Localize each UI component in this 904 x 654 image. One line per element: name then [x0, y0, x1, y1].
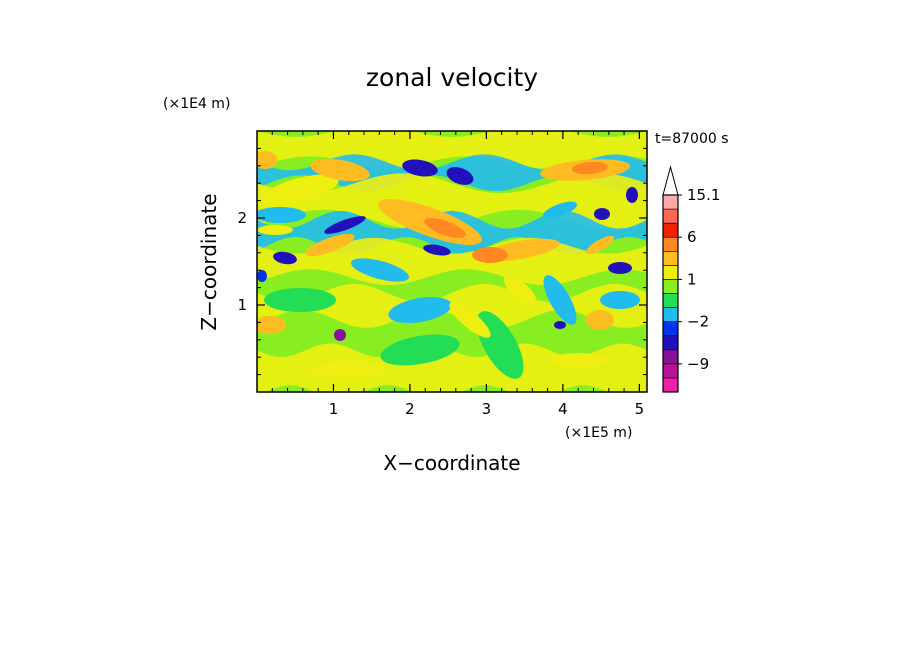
colorbar-swatch — [662, 250, 679, 266]
colorbar-tick-label: 1 — [687, 270, 697, 288]
contour-blob — [626, 187, 638, 203]
x-axis-label: X−coordinate — [383, 451, 520, 475]
contour-blob — [542, 201, 578, 219]
contour-blob — [264, 288, 336, 312]
y-tick-label: 2 — [237, 209, 247, 227]
contour-blob — [261, 174, 339, 206]
colorbar-swatch — [662, 222, 679, 238]
colorbar-swatch — [662, 194, 679, 210]
contour-field — [257, 131, 647, 392]
colorbar-swatch — [662, 279, 679, 294]
colorbar-swatch — [662, 335, 679, 351]
colorbar-swatch — [662, 377, 679, 393]
contour-blob — [310, 362, 390, 378]
contour-blob — [380, 334, 460, 366]
contour-band — [257, 173, 647, 230]
x-axis-ticks: 1 2 3 4 5 — [271, 131, 645, 418]
contour-blob — [310, 158, 370, 182]
contour-blob — [446, 167, 474, 185]
y-tick-label: 1 — [237, 296, 247, 314]
contour-blob — [554, 321, 566, 329]
contour-blob — [257, 316, 286, 334]
contour-blob — [472, 247, 508, 263]
contour-blob — [594, 208, 610, 220]
colorbar-tick-label: 6 — [687, 228, 697, 246]
x-tick-label: 2 — [405, 400, 415, 418]
plot-frame — [256, 130, 648, 393]
colorbar-tick-label: −9 — [687, 355, 709, 373]
contour-blob — [449, 302, 491, 338]
colorbar-swatch — [662, 265, 679, 280]
contour-blob — [388, 296, 452, 324]
colorbar-swatch — [662, 236, 679, 252]
contour-blob — [257, 225, 293, 235]
contour-blob — [273, 251, 297, 265]
colorbar-swatch — [662, 208, 679, 224]
chart-title: zonal velocity — [366, 63, 538, 92]
x-axis-unit: (×1E5 m) — [565, 425, 632, 441]
contour-blob — [257, 151, 277, 169]
contour-blob — [608, 262, 632, 274]
x-tick-label: 5 — [635, 400, 645, 418]
y-axis-ticks: 12 — [237, 147, 647, 376]
time-label: t=87000 s — [655, 131, 729, 147]
colorbar-swatch — [662, 307, 679, 322]
contour-blob — [257, 270, 267, 282]
colorbar-swatch — [662, 363, 679, 379]
contour-blob — [424, 218, 466, 238]
contour-blob — [586, 310, 614, 330]
contour-blob — [476, 311, 524, 379]
x-tick-label: 1 — [329, 400, 339, 418]
contour-blob — [257, 207, 306, 223]
contour-blob — [543, 275, 577, 325]
y-axis-label: Z−coordinate — [197, 193, 221, 330]
colorbar-extend-arrow — [662, 165, 679, 196]
contour-band — [257, 343, 647, 392]
contour-blob — [402, 159, 438, 177]
contour-blob — [572, 161, 608, 175]
contour-blob — [600, 291, 640, 309]
colorbar-frame — [662, 194, 679, 393]
x-tick-label: 4 — [558, 400, 568, 418]
colorbar-tick-label: −2 — [687, 313, 709, 331]
contour-blob — [585, 235, 615, 255]
colorbar-swatch — [662, 321, 679, 337]
contour-blob — [305, 233, 355, 257]
y-axis-unit: (×1E4 m) — [163, 96, 230, 112]
x-tick-label: 3 — [482, 400, 492, 418]
contour-blob — [324, 216, 366, 234]
contour-blob — [334, 329, 346, 341]
contour-blob — [423, 244, 451, 256]
colorbar-swatch — [662, 349, 679, 365]
colorbar: 15.1 6 1 −2 −9 — [662, 165, 720, 393]
colorbar-swatch — [662, 293, 679, 308]
contour-blob — [550, 353, 610, 367]
contour-blob — [350, 258, 410, 282]
contour-blob — [503, 275, 537, 305]
colorbar-tick-label: 15.1 — [687, 186, 720, 204]
